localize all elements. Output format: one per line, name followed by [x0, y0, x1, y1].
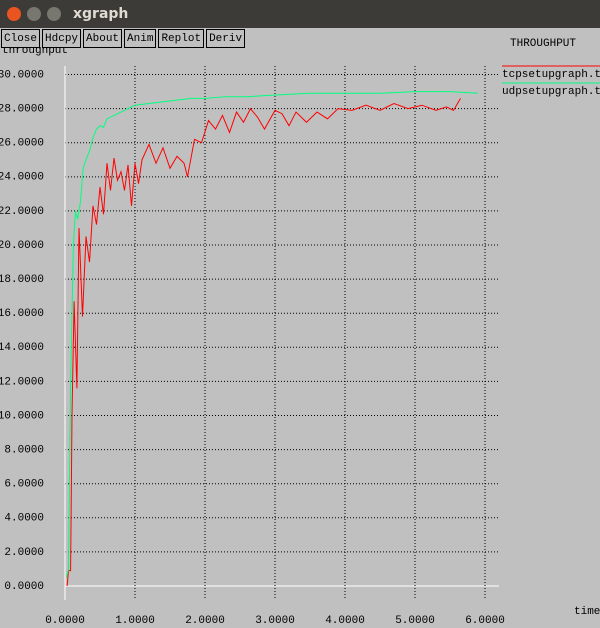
toolbar-button[interactable]: Hdcpy: [42, 29, 82, 48]
y-tick-label: 10.0000: [0, 410, 44, 422]
y-tick-label: 16.0000: [0, 308, 44, 320]
x-tick-label: 6.0000: [465, 615, 505, 627]
y-tick-label: 22.0000: [0, 206, 44, 218]
toolbar-button[interactable]: Replot: [158, 29, 205, 48]
max-dot[interactable]: [47, 7, 61, 21]
y-tick-label: 0.0000: [4, 581, 44, 593]
toolbar-button[interactable]: About: [83, 29, 123, 48]
toolbar-button[interactable]: Deriv: [206, 29, 246, 48]
y-tick-label: 28.0000: [0, 104, 44, 116]
y-tick-label: 2.0000: [4, 547, 44, 559]
series-line: [65, 91, 479, 578]
button-bar: Close Hdcpy About Anim Replot Deriv: [0, 29, 246, 48]
title-bar: [0, 0, 600, 28]
x-tick-label: 3.0000: [255, 615, 295, 627]
legend-label: tcpsetupgraph.tr: [502, 69, 600, 81]
x-tick-label: 1.0000: [115, 615, 155, 627]
y-tick-label: 24.0000: [0, 172, 44, 184]
close-dot[interactable]: [7, 7, 21, 21]
y-tick-label: 26.0000: [0, 138, 44, 150]
x-tick-label: 4.0000: [325, 615, 365, 627]
y-tick-label: 12.0000: [0, 376, 44, 388]
y-tick-label: 8.0000: [4, 445, 44, 457]
y-tick-label: 14.0000: [0, 342, 44, 354]
toolbar-button[interactable]: Anim: [124, 29, 157, 48]
y-tick-label: 18.0000: [0, 274, 44, 286]
series-line: [66, 98, 461, 587]
x-tick-label: 5.0000: [395, 615, 435, 627]
chart-title: THROUGHPUT: [510, 38, 576, 50]
toolbar-button[interactable]: Close: [1, 29, 41, 48]
x-tick-label: 2.0000: [185, 615, 225, 627]
window-title: xgraph: [73, 6, 128, 22]
y-tick-label: 30.0000: [0, 69, 44, 81]
x-axis-label: time: [574, 606, 600, 618]
min-dot[interactable]: [27, 7, 41, 21]
y-tick-label: 20.0000: [0, 240, 44, 252]
legend-label: udpsetupgraph.tr: [502, 86, 600, 98]
y-tick-label: 4.0000: [4, 513, 44, 525]
x-tick-label: 0.0000: [45, 615, 85, 627]
y-tick-label: 6.0000: [4, 479, 44, 491]
